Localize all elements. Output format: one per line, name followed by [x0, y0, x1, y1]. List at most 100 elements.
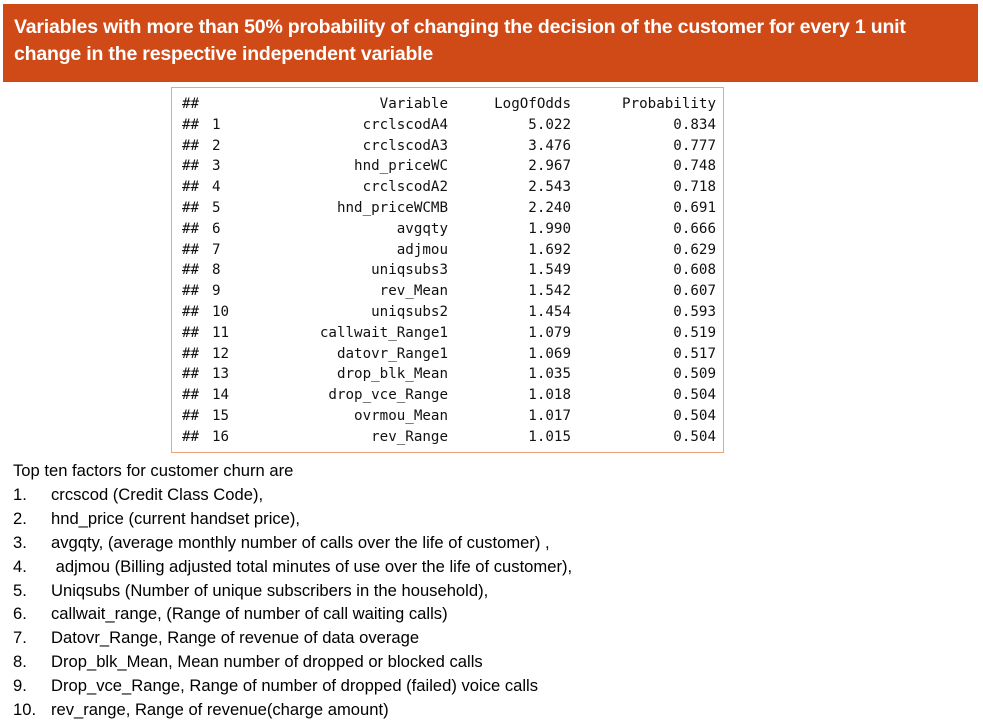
cell-logodds: 2.967	[528, 158, 571, 175]
table-row: ## 14 drop_vce_Range 1.018 0.504	[182, 385, 716, 406]
row-prefix: ##	[182, 428, 200, 445]
table-row: ## 13 drop_blk_Mean 1.035 0.509	[182, 364, 716, 385]
cell-probability: 0.666	[673, 220, 716, 237]
list-item-text: Drop_vce_Range, Range of number of dropp…	[51, 676, 539, 696]
list-item-text: Drop_blk_Mean, Mean number of dropped or…	[51, 652, 483, 672]
row-prefix: ##	[182, 199, 200, 216]
row-prefix: ##	[182, 283, 200, 300]
banner-line-2: change in the respective independent var…	[14, 43, 434, 65]
list-item-text: Uniqsubs (Number of unique subscribers i…	[51, 580, 489, 600]
row-index: 6	[212, 220, 221, 237]
row-index: 1	[212, 116, 221, 133]
row-index: 3	[212, 158, 221, 175]
column-header-logodds: LogOfOdds	[494, 96, 571, 112]
cell-logodds: 1.549	[528, 262, 571, 279]
cell-variable: crclscodA3	[362, 137, 448, 154]
table-row: ## 16 rev_Range 1.015 0.504	[182, 427, 716, 448]
row-index: 7	[212, 241, 221, 258]
cell-probability: 0.504	[673, 428, 716, 445]
list-item: 5. Uniqsubs (Number of unique subscribers…	[13, 579, 973, 603]
table-row: ## 2 crclscodA3 3.476 0.777	[182, 136, 716, 157]
cell-probability: 0.519	[673, 324, 716, 341]
row-prefix: ##	[182, 220, 200, 237]
list-item: 9. Drop_vce_Range, Range of number of dro…	[13, 674, 973, 698]
list-item-text: callwait_range, (Range of number of call…	[51, 604, 448, 624]
cell-logodds: 5.022	[528, 116, 571, 133]
cell-variable: uniqsubs3	[371, 262, 448, 279]
list-item: 3. avgqty, (average monthly number of cal…	[13, 531, 973, 555]
cell-variable: drop_vce_Range	[328, 387, 448, 404]
row-index: 12	[212, 345, 230, 362]
row-index: 15	[212, 407, 230, 424]
banner-line-1: Variables with more than 50% probability…	[14, 16, 906, 38]
cell-probability: 0.777	[673, 137, 716, 154]
cell-logodds: 1.454	[528, 303, 571, 320]
cell-variable: hnd_priceWC	[354, 158, 448, 175]
table-row: ## 5 hnd_priceWCMB 2.240 0.691	[182, 198, 716, 219]
table-row: ## 4 crclscodA2 2.543 0.718	[182, 177, 716, 198]
cell-probability: 0.629	[673, 241, 716, 258]
table-row: ## 9 rev_Mean 1.542 0.607	[182, 281, 716, 302]
cell-logodds: 1.015	[528, 428, 571, 445]
list-item: 1. crcscod (Credit Class Code),	[13, 483, 973, 507]
row-index: 14	[212, 387, 230, 404]
notes-title: Top ten factors for customer churn are	[13, 461, 294, 480]
list-item-number: 9.	[13, 676, 27, 696]
list-item-number: 2.	[13, 508, 27, 528]
cell-variable: crclscodA4	[362, 116, 448, 133]
cell-logodds: 2.240	[528, 199, 571, 216]
cell-probability: 0.504	[673, 407, 716, 424]
cell-probability: 0.608	[673, 262, 716, 279]
cell-logodds: 3.476	[528, 137, 571, 154]
cell-logodds: 1.018	[528, 387, 571, 404]
factors-list: 1. crcscod (Credit Class Code), 2. hnd_pric…	[13, 483, 973, 722]
table-row: ## 7 adjmou 1.692 0.629	[182, 240, 716, 261]
list-item-number: 8.	[13, 652, 27, 672]
cell-probability: 0.509	[673, 366, 716, 383]
cell-probability: 0.718	[673, 179, 716, 196]
cell-variable: avgqty	[396, 220, 448, 237]
table-row: ## 3 hnd_priceWC 2.967 0.748	[182, 156, 716, 177]
cell-probability: 0.607	[673, 283, 716, 300]
row-index: 10	[212, 303, 230, 320]
cell-variable: rev_Range	[371, 428, 448, 445]
cell-logodds: 1.069	[528, 345, 571, 362]
row-index: 11	[212, 324, 230, 341]
list-item-number: 3.	[13, 532, 27, 552]
cell-probability: 0.834	[673, 116, 716, 133]
row-index: 4	[212, 179, 221, 196]
row-prefix: ##	[182, 241, 200, 258]
cell-variable: ovrmou_Mean	[354, 407, 448, 424]
list-item-number: 5.	[13, 580, 27, 600]
cell-probability: 0.593	[673, 303, 716, 320]
cell-probability: 0.748	[673, 158, 716, 175]
cell-probability: 0.691	[673, 199, 716, 216]
cell-variable: adjmou	[396, 241, 448, 258]
list-item-number: 7.	[13, 628, 27, 648]
row-prefix: ##	[182, 262, 200, 279]
table-header-row: ## Variable LogOfOdds Probability	[182, 94, 716, 115]
list-item: 7. Datovr_Range, Range of revenue of data…	[13, 626, 973, 650]
list-item: 10. rev_range, Range of revenue(charge am…	[13, 698, 973, 722]
cell-variable: uniqsubs2	[371, 303, 448, 320]
cell-logodds: 1.692	[528, 241, 571, 258]
table-row: ## 12 datovr_Range1 1.069 0.517	[182, 344, 716, 365]
list-item-number: 10.	[13, 700, 37, 720]
list-item: 6. callwait_range, (Range of number of ca…	[13, 602, 973, 626]
list-item-text: rev_range, Range of revenue(charge amoun…	[51, 700, 389, 720]
list-item-text: avgqty, (average monthly number of calls…	[51, 532, 550, 552]
list-item-number: 4.	[13, 556, 27, 576]
row-prefix: ##	[182, 158, 200, 175]
row-index: 13	[212, 366, 230, 383]
list-item-text: crcscod (Credit Class Code),	[51, 484, 264, 504]
row-prefix: ##	[182, 387, 200, 404]
table-row: ## 8 uniqsubs3 1.549 0.608	[182, 260, 716, 281]
row-prefix: ##	[182, 366, 200, 383]
cell-logodds: 1.035	[528, 366, 571, 383]
cell-probability: 0.517	[673, 345, 716, 362]
list-item-text: Datovr_Range, Range of revenue of data o…	[51, 628, 420, 648]
row-index: 2	[212, 137, 221, 154]
list-item-text: adjmou (Billing adjusted total minutes o…	[51, 556, 573, 576]
table-row: ## 6 avgqty 1.990 0.666	[182, 219, 716, 240]
cell-logodds: 1.017	[528, 407, 571, 424]
